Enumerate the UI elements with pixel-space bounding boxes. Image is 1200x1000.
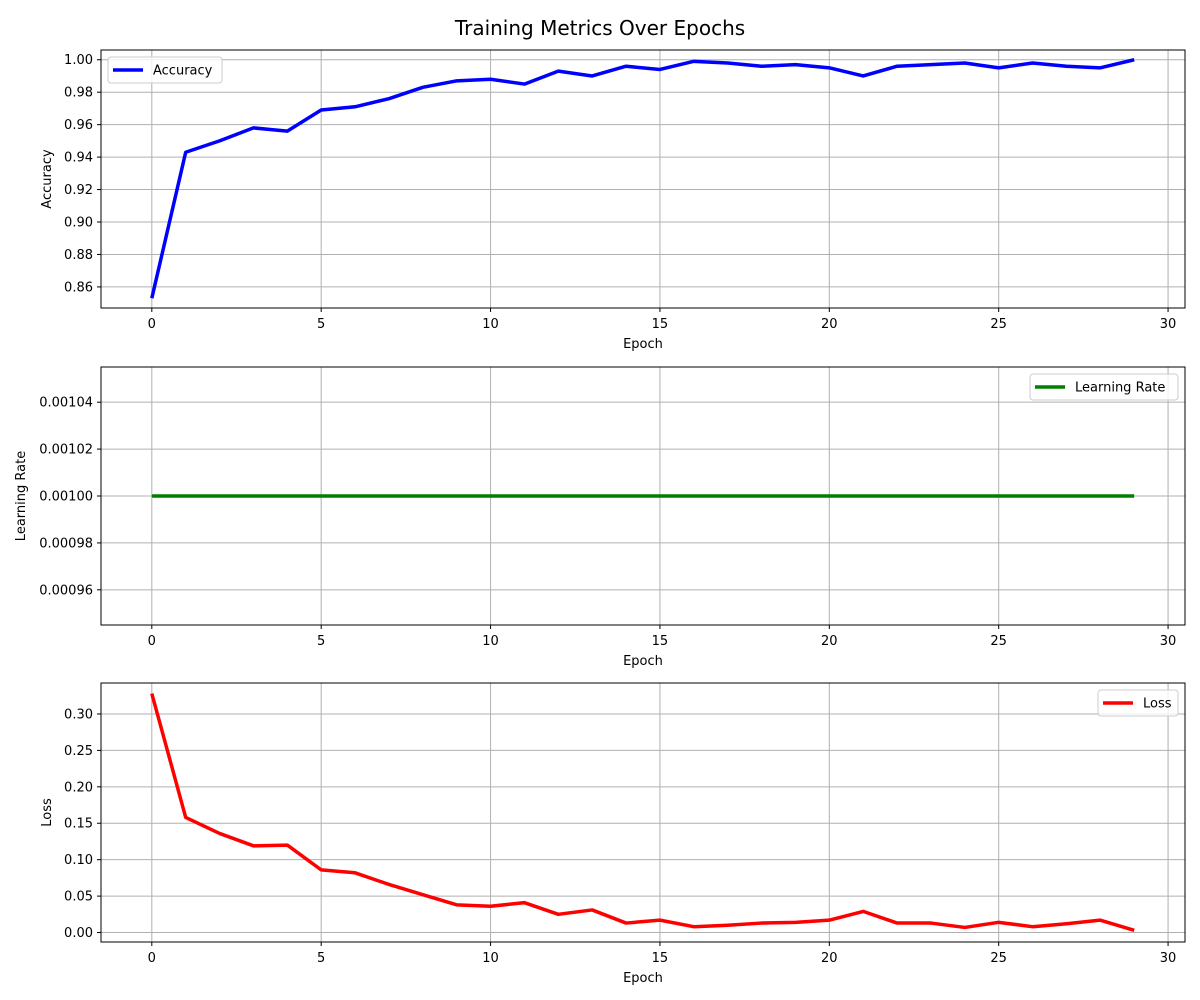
x-tick-label: 20 bbox=[821, 317, 838, 332]
x-axis-label: Epoch bbox=[623, 654, 663, 669]
x-tick-label: 0 bbox=[148, 634, 156, 649]
y-tick-label: 0.00104 bbox=[39, 396, 93, 411]
y-tick-label: 0.88 bbox=[64, 248, 93, 263]
series-line-accuracy bbox=[150, 58, 1135, 299]
x-tick-label: 10 bbox=[482, 634, 499, 649]
y-tick-label: 0.30 bbox=[64, 707, 93, 722]
x-axis-label: Epoch bbox=[623, 971, 663, 986]
y-tick-label: 0.94 bbox=[64, 151, 93, 166]
y-tick-label: 0.96 bbox=[64, 118, 93, 133]
y-tick-label: 0.00096 bbox=[39, 583, 93, 598]
legend-box bbox=[1029, 373, 1179, 401]
y-tick-label: 0.20 bbox=[64, 780, 93, 795]
y-tick-label: 0.05 bbox=[64, 890, 93, 905]
x-tick-label: 25 bbox=[990, 951, 1007, 966]
y-tick-label: 1.00 bbox=[64, 53, 93, 68]
chart-panel-2: 0 5 10 15 20 25 30 0.00 0.05 0.10 0.15 0.20 0.25 0.30… bbox=[40, 682, 1186, 986]
x-tick-label: 20 bbox=[821, 634, 838, 649]
x-tick-label: 30 bbox=[1160, 634, 1177, 649]
legend-box bbox=[107, 56, 223, 84]
x-tick-label: 5 bbox=[317, 951, 325, 966]
x-tick-label: 10 bbox=[482, 951, 499, 966]
x-tick-label: 30 bbox=[1160, 317, 1177, 332]
x-tick-label: 20 bbox=[821, 951, 838, 966]
y-tick-label: 0.98 bbox=[64, 86, 93, 101]
y-axis-label: Accuracy bbox=[40, 149, 55, 209]
y-axis-label: Learning Rate bbox=[14, 451, 29, 541]
legend: Loss bbox=[1097, 689, 1179, 717]
x-tick-label: 15 bbox=[652, 951, 669, 966]
y-tick-label: 0.10 bbox=[64, 853, 93, 868]
figure-title: Training Metrics Over Epochs bbox=[454, 16, 745, 40]
x-tick-label: 30 bbox=[1160, 951, 1177, 966]
x-tick-label: 5 bbox=[317, 317, 325, 332]
legend: Accuracy bbox=[107, 56, 223, 84]
y-tick-label: 0.00102 bbox=[39, 443, 93, 458]
x-tick-label: 0 bbox=[148, 317, 156, 332]
x-tick-label: 0 bbox=[148, 951, 156, 966]
chart-panel-0: 0 5 10 15 20 25 30 0.86 0.88 0.90 0.92 0.94 0.96 0.98… bbox=[40, 49, 1186, 352]
legend: Learning Rate bbox=[1029, 373, 1179, 401]
y-tick-label: 0.00100 bbox=[39, 490, 93, 505]
legend-label: Accuracy bbox=[153, 64, 213, 79]
y-tick-label: 0.00 bbox=[64, 926, 93, 941]
plot-frame bbox=[100, 682, 1186, 943]
y-tick-label: 0.92 bbox=[64, 183, 93, 198]
legend-label: Learning Rate bbox=[1075, 381, 1165, 396]
y-tick-label: 0.00098 bbox=[39, 536, 93, 551]
series-line-loss bbox=[150, 693, 1135, 933]
chart-panel-1: 0 5 10 15 20 25 30 0.00096 0.00098 0.00100 0.00102… bbox=[14, 366, 1186, 669]
legend-label: Loss bbox=[1143, 697, 1172, 712]
x-tick-label: 15 bbox=[652, 634, 669, 649]
chart-panels: 0 5 10 15 20 25 30 0.86 0.88 0.90 0.92 0.94 0.96 0.98… bbox=[14, 49, 1186, 986]
x-tick-label: 25 bbox=[990, 634, 1007, 649]
y-tick-label: 0.90 bbox=[64, 216, 93, 231]
y-tick-label: 0.25 bbox=[64, 744, 93, 759]
x-tick-label: 10 bbox=[482, 317, 499, 332]
y-tick-label: 0.15 bbox=[64, 817, 93, 832]
y-axis-label: Loss bbox=[40, 798, 55, 827]
x-tick-label: 5 bbox=[317, 634, 325, 649]
x-tick-label: 15 bbox=[652, 317, 669, 332]
plot-frame bbox=[100, 49, 1186, 309]
legend-box bbox=[1097, 689, 1179, 717]
y-tick-label: 0.86 bbox=[64, 280, 93, 295]
x-tick-label: 25 bbox=[990, 317, 1007, 332]
x-axis-label: Epoch bbox=[623, 337, 663, 352]
